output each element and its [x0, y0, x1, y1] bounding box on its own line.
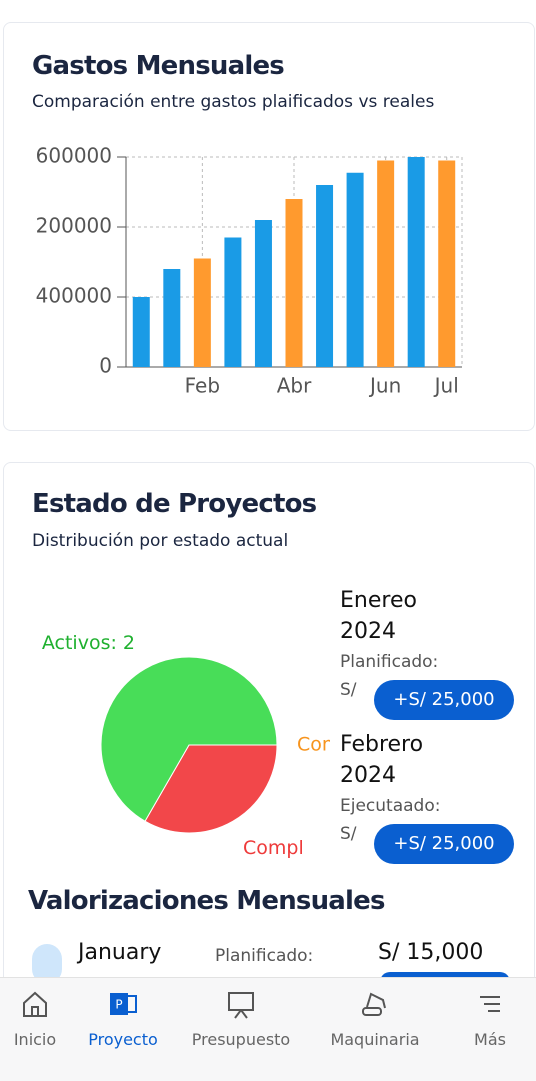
card-subtitle: Comparación entre gastos plaificados vs …: [32, 92, 435, 112]
bar: [132, 297, 150, 367]
currency: S/: [340, 824, 357, 844]
pie-slice: [144, 744, 278, 834]
bar: [193, 258, 211, 367]
nav-item[interactable]: Más: [430, 978, 536, 1081]
currency: S/: [340, 680, 357, 700]
card-title: Estado de Proyectos: [32, 489, 317, 519]
nav-item[interactable]: Presupuesto: [181, 978, 301, 1081]
nav-item[interactable]: Maquinaria: [315, 978, 435, 1081]
bottom-nav: Inicio P Proyecto Presupuesto Maquinaria Más: [0, 977, 536, 1081]
pie-chart: Compl Activos: 2 Con: [42, 632, 330, 859]
bar-chart: 0 400000 200000 600000 Feb Abr Jun Jul: [36, 144, 463, 398]
bar: [346, 172, 364, 367]
x-tick-label: Jun: [368, 374, 401, 398]
pie-label: Con: [297, 734, 330, 756]
bar: [254, 220, 272, 367]
y-tick-label: 200000: [36, 214, 112, 238]
card-subtitle: Distribución por estado actual: [32, 531, 289, 551]
y-tick-label: 400000: [36, 284, 112, 308]
y-tick-label: 0: [99, 354, 112, 378]
section-title: Valorizaciones Mensuales: [28, 886, 385, 916]
x-tick-label: Abr: [277, 374, 312, 398]
bar: [438, 160, 456, 367]
bar: [377, 160, 395, 367]
card-title: Gastos Mensuales: [32, 51, 285, 81]
x-tick-label: Feb: [185, 374, 220, 398]
amount-pill[interactable]: +S/ 25,000: [374, 680, 514, 720]
nav-label: Proyecto: [88, 1030, 158, 1049]
month-label: Planificado:: [340, 652, 439, 672]
nav-item[interactable]: P Proyecto: [63, 978, 183, 1081]
nav-icon: [480, 996, 500, 1012]
bar: [407, 157, 425, 367]
month-label: Ejecutaado:: [340, 796, 441, 816]
nav-icon: [228, 992, 254, 1019]
row-amount: S/ 15,000: [378, 940, 484, 965]
nav-label: Más: [474, 1030, 506, 1049]
y-tick-label: 600000: [36, 144, 112, 168]
nav-label: Presupuesto: [191, 1030, 291, 1049]
bar: [224, 237, 242, 367]
x-tick-label: Jul: [433, 374, 459, 398]
amount-pill[interactable]: +S/ 25,000: [374, 824, 514, 864]
nav-icon: [362, 992, 386, 1016]
nav-label: Maquinaria: [330, 1030, 420, 1049]
row-label: Planificado:: [215, 946, 314, 966]
nav-label: Inicio: [13, 1030, 57, 1049]
pie-label: Activos: 2: [42, 632, 135, 654]
nav-icon: P: [110, 993, 137, 1015]
bar: [163, 269, 181, 367]
row-month: January: [78, 940, 162, 965]
pie-slice: [100, 656, 278, 822]
nav-item[interactable]: Inicio: [0, 978, 95, 1081]
bar: [316, 185, 334, 367]
svg-text:P: P: [115, 998, 122, 1012]
pie-label: Compl: [243, 837, 304, 859]
month-name: Febrero 2024: [340, 732, 424, 788]
bar: [285, 199, 303, 367]
nav-icon: [23, 991, 47, 1017]
month-name: Enereo 2024: [340, 588, 417, 644]
